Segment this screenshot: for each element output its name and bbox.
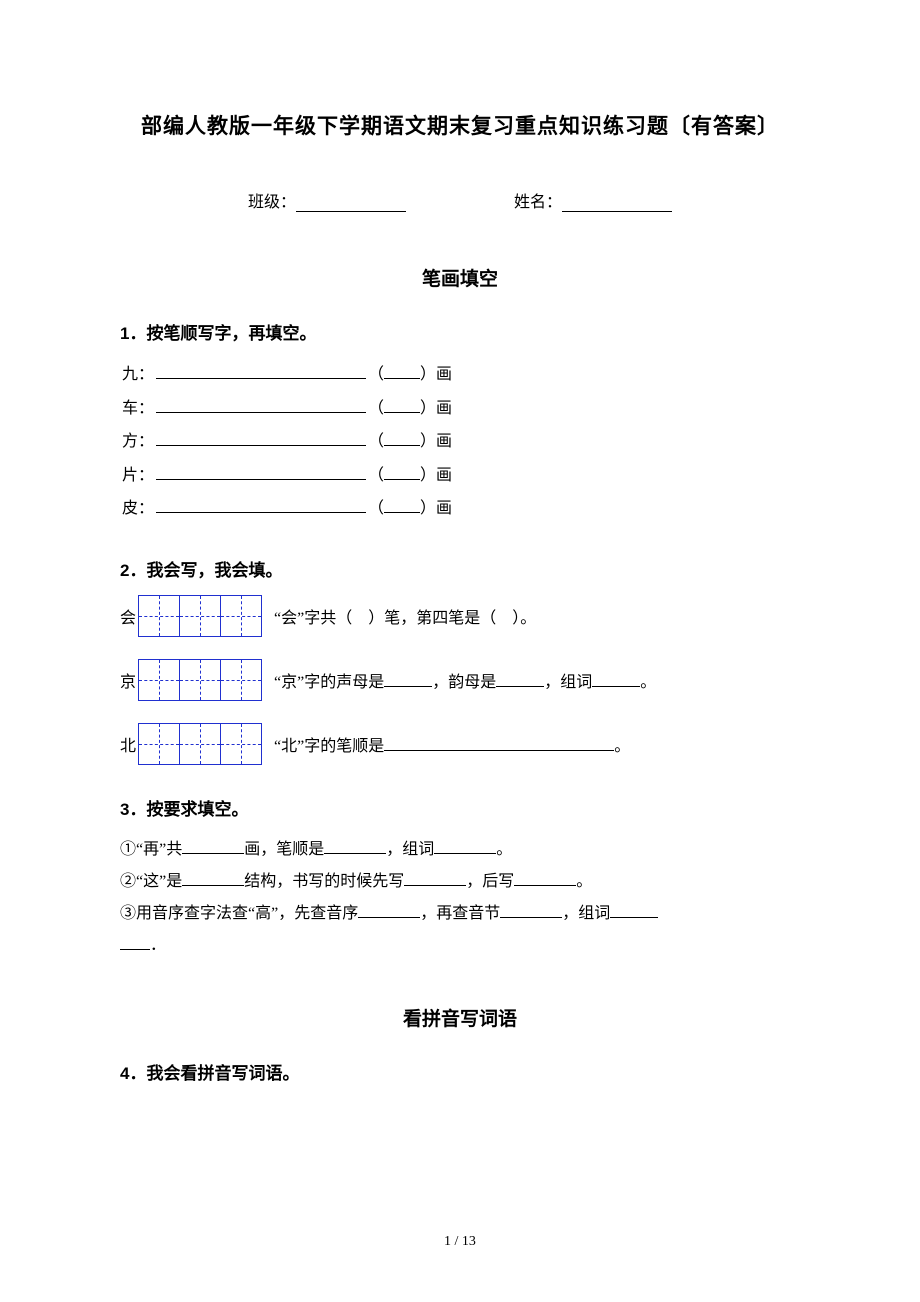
tianzi-char: 京 <box>120 668 136 692</box>
blank <box>500 904 562 918</box>
blank <box>156 499 366 513</box>
tianzi-row: 会 “会”字共（ ）笔，第四笔是（ ）。 <box>120 595 800 637</box>
stroke-row: 片：（）画 <box>122 459 800 493</box>
q3-line: ①“再”共画，笔顺是，组词。 <box>120 834 800 866</box>
blank <box>384 673 432 687</box>
suffix: 画 <box>436 366 452 383</box>
suffix: 画 <box>436 400 452 417</box>
q3-line: ． <box>120 930 800 962</box>
blank <box>514 872 576 886</box>
stroke-row: 方：（）画 <box>122 425 800 459</box>
name-blank <box>562 196 672 212</box>
tianzi-box <box>179 723 221 765</box>
blank <box>384 432 420 446</box>
suffix: 画 <box>436 433 452 450</box>
blank <box>182 840 244 854</box>
document-title: 部编人教版一年级下学期语文期末复习重点知识练习题〔有答案〕 <box>120 110 800 140</box>
stroke-row: 九：（）画 <box>122 358 800 392</box>
tianzi-box <box>220 659 262 701</box>
blank <box>156 399 366 413</box>
tianzi-row: 京 “京”字的声母是，韵母是，组词。 <box>120 659 800 701</box>
blank <box>610 904 658 918</box>
char-label: 九： <box>122 366 154 383</box>
blank <box>156 432 366 446</box>
char-label: 车： <box>122 400 154 417</box>
page-number: 1 / 13 <box>0 1234 920 1250</box>
class-blank <box>296 196 406 212</box>
blank <box>120 936 150 950</box>
tianzi-boxes <box>138 659 262 701</box>
tianzi-box <box>138 723 180 765</box>
q3-heading: 3．按要求填空。 <box>120 795 800 820</box>
section-1-title: 笔画填空 <box>120 264 800 291</box>
blank <box>384 399 420 413</box>
blank <box>592 673 640 687</box>
blank <box>156 466 366 480</box>
q2-text: “会”字共（ ）笔，第四笔是（ ）。 <box>274 604 536 628</box>
tianzi-char: 会 <box>120 604 136 628</box>
tianzi-box <box>138 595 180 637</box>
blank <box>384 499 420 513</box>
name-label: 姓名： <box>514 194 562 211</box>
q3-line: ②“这”是结构，书写的时候先写，后写。 <box>120 866 800 898</box>
student-info-line: 班级： 姓名： <box>120 188 800 212</box>
q4-heading: 4．我会看拼音写词语。 <box>120 1059 800 1084</box>
blank <box>156 365 366 379</box>
tianzi-box <box>179 595 221 637</box>
blank <box>384 365 420 379</box>
char-label: 片： <box>122 467 154 484</box>
tianzi-boxes <box>138 595 262 637</box>
tianzi-char: 北 <box>120 732 136 756</box>
blank <box>358 904 420 918</box>
stroke-row: 皮：（）画 <box>122 492 800 526</box>
tianzi-boxes <box>138 723 262 765</box>
tianzi-box <box>138 659 180 701</box>
stroke-row: 车：（）画 <box>122 392 800 426</box>
tianzi-box <box>179 659 221 701</box>
q2-heading: 2．我会写，我会填。 <box>120 556 800 581</box>
suffix: 画 <box>436 467 452 484</box>
q2-text: “北”字的笔顺是。 <box>274 732 630 756</box>
char-label: 皮： <box>122 500 154 517</box>
blank <box>404 872 466 886</box>
blank <box>496 673 544 687</box>
blank <box>384 737 614 751</box>
q3-line: ③用音序查字法查“高”，先查音序，再查音节，组词 <box>120 898 800 930</box>
q2-text: “京”字的声母是，韵母是，组词。 <box>274 668 656 692</box>
blank <box>182 872 244 886</box>
blank <box>434 840 496 854</box>
q1-rows: 九：（）画 车：（）画 方：（）画 片：（）画 皮：（）画 <box>120 358 800 526</box>
class-label: 班级： <box>248 194 296 211</box>
blank <box>384 466 420 480</box>
section-2-title: 看拼音写词语 <box>120 1004 800 1031</box>
tianzi-box <box>220 595 262 637</box>
tianzi-row: 北 “北”字的笔顺是。 <box>120 723 800 765</box>
blank <box>324 840 386 854</box>
tianzi-box <box>220 723 262 765</box>
q1-heading: 1．按笔顺写字，再填空。 <box>120 319 800 344</box>
char-label: 方： <box>122 433 154 450</box>
suffix: 画 <box>436 500 452 517</box>
